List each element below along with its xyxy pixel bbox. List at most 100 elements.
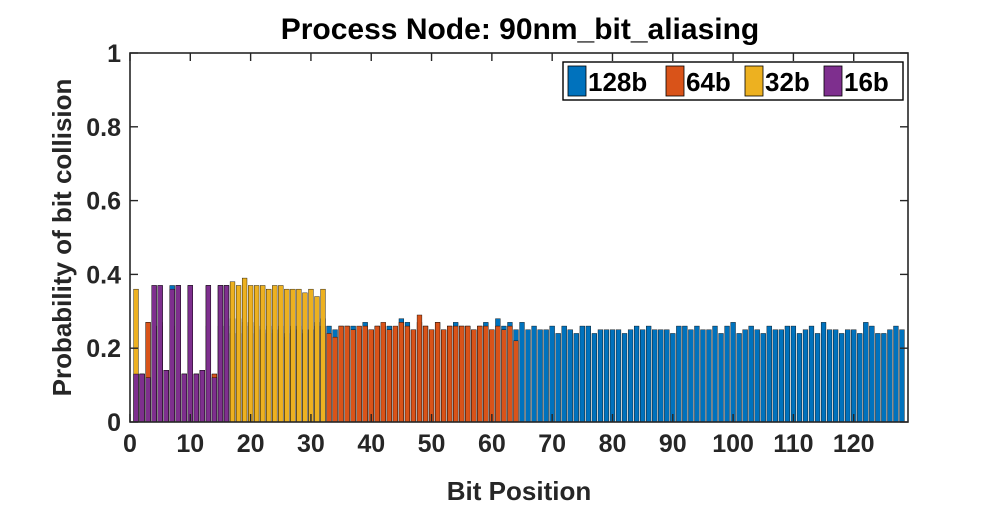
bar-64b-41 bbox=[374, 325, 380, 423]
bar-128b-117 bbox=[833, 329, 839, 423]
bar-16b-7 bbox=[169, 288, 175, 423]
bar-32b-30 bbox=[308, 288, 314, 423]
bar-128b-112 bbox=[802, 329, 809, 423]
x-tick-label-20: 20 bbox=[237, 430, 265, 458]
bar-128b-85 bbox=[640, 329, 646, 423]
bar-64b-35 bbox=[338, 325, 344, 423]
ticks-layer: 0 10 20 30 40 50 60 70 80 90 100 110 120 0 0.2 0.4 0.6 0.… bbox=[86, 40, 908, 458]
bar-128b-93 bbox=[688, 329, 694, 423]
x-tick-label-70: 70 bbox=[538, 430, 566, 458]
bar-128b-74 bbox=[573, 333, 579, 423]
x-tick-label-50: 50 bbox=[418, 430, 446, 458]
bar-128b-83 bbox=[627, 329, 634, 423]
bar-64b-33 bbox=[326, 333, 332, 423]
bar-64b-54 bbox=[453, 325, 459, 423]
bar-128b-123 bbox=[869, 325, 875, 423]
bar-128b-67 bbox=[531, 325, 537, 423]
bar-128b-104 bbox=[754, 329, 760, 423]
bar-128b-75 bbox=[579, 325, 585, 423]
bar-64b-64 bbox=[513, 340, 519, 423]
bar-128b-80 bbox=[609, 329, 616, 423]
bar-16b-16 bbox=[223, 285, 230, 423]
bar-32b-23 bbox=[266, 288, 272, 423]
bar-16b-13 bbox=[205, 285, 212, 423]
x-tick-label-120: 120 bbox=[833, 430, 875, 458]
bar-128b-120 bbox=[851, 329, 857, 423]
bar-64b-60 bbox=[489, 329, 495, 423]
bar-128b-68 bbox=[537, 329, 543, 423]
bar-64b-34 bbox=[332, 336, 338, 423]
bar-16b-14 bbox=[211, 377, 218, 423]
bar-128b-90 bbox=[670, 333, 676, 423]
bar-128b-79 bbox=[603, 329, 610, 423]
legend-box bbox=[562, 61, 904, 101]
bar-128b-113 bbox=[808, 325, 815, 423]
bar-32b-25 bbox=[278, 285, 284, 423]
bar-128b-95 bbox=[700, 329, 706, 423]
x-tick-label-80: 80 bbox=[599, 430, 627, 458]
bar-32b-19 bbox=[241, 277, 248, 423]
bar-32b-20 bbox=[248, 285, 254, 423]
bar-64b-46 bbox=[404, 325, 411, 423]
bar-128b-91 bbox=[676, 325, 682, 423]
bar-128b-76 bbox=[585, 325, 591, 423]
bar-64b-56 bbox=[465, 325, 471, 423]
bar-128b-114 bbox=[814, 333, 821, 423]
bar-32b-21 bbox=[254, 285, 260, 423]
x-tick-label-60: 60 bbox=[478, 430, 506, 458]
bar-16b-4 bbox=[151, 285, 157, 423]
bar-16b-1 bbox=[133, 373, 139, 423]
y-tick-label-0: 0 bbox=[107, 409, 121, 437]
bar-32b-22 bbox=[260, 285, 266, 423]
chart-title: Process Node: 90nm_bit_aliasing bbox=[281, 13, 760, 46]
bar-128b-96 bbox=[706, 329, 712, 423]
plot-area: 0 10 20 30 40 50 60 70 80 90 100 110 120 0 0.2 0.4 0.6 0.… bbox=[86, 40, 909, 458]
x-tick-label-110: 110 bbox=[773, 430, 813, 458]
bar-16b-15 bbox=[217, 285, 224, 423]
y-tick-label-0.6: 0.6 bbox=[86, 188, 121, 216]
bar-64b-39 bbox=[362, 325, 368, 423]
bar-128b-105 bbox=[760, 333, 766, 423]
bar-64b-42 bbox=[380, 322, 386, 423]
legend-item-128b: 128b bbox=[567, 65, 647, 97]
bar-128b-89 bbox=[664, 329, 670, 423]
y-tick-label-0.8: 0.8 bbox=[86, 114, 121, 142]
bar-128b-70 bbox=[549, 325, 555, 423]
bar-16b-5 bbox=[157, 285, 163, 423]
bar-128b-71 bbox=[555, 333, 561, 423]
bar-128b-94 bbox=[694, 325, 700, 423]
legend-swatch-128b bbox=[567, 65, 587, 97]
bar-64b-47 bbox=[410, 329, 417, 423]
bar-128b-128 bbox=[899, 329, 905, 423]
x-axis-label: Bit Position bbox=[447, 476, 591, 506]
bar-32b-31 bbox=[314, 296, 320, 423]
bar-128b-126 bbox=[887, 329, 893, 423]
bar-128b-115 bbox=[820, 322, 827, 423]
bar-64b-38 bbox=[356, 325, 362, 423]
legend-label-128b: 128b bbox=[588, 67, 647, 97]
plot-frame bbox=[129, 52, 909, 423]
bar-128b-106 bbox=[766, 325, 772, 423]
bar-128b-116 bbox=[826, 329, 833, 423]
legend-item-32b: 32b bbox=[744, 65, 810, 97]
bar-128b-69 bbox=[543, 329, 549, 423]
bar-64b-61 bbox=[495, 325, 501, 423]
bar-128b-78 bbox=[597, 329, 604, 423]
bar-16b-8 bbox=[175, 285, 181, 423]
x-tick-label-40: 40 bbox=[357, 430, 385, 458]
bar-64b-58 bbox=[477, 325, 483, 423]
x-tick-label-90: 90 bbox=[659, 430, 687, 458]
bar-32b-27 bbox=[290, 288, 296, 423]
bar-64b-55 bbox=[459, 325, 465, 423]
bar-64b-37 bbox=[350, 329, 356, 423]
bar-16b-2 bbox=[139, 373, 145, 423]
bar-128b-77 bbox=[591, 333, 597, 423]
bar-64b-40 bbox=[368, 329, 374, 423]
bar-128b-110 bbox=[790, 325, 797, 423]
bar-128b-88 bbox=[658, 329, 664, 423]
bar-128b-111 bbox=[796, 333, 803, 423]
bar-64b-51 bbox=[434, 322, 441, 423]
bar-128b-73 bbox=[567, 329, 573, 423]
legend: 128b 64b 32b 16b bbox=[562, 61, 904, 101]
